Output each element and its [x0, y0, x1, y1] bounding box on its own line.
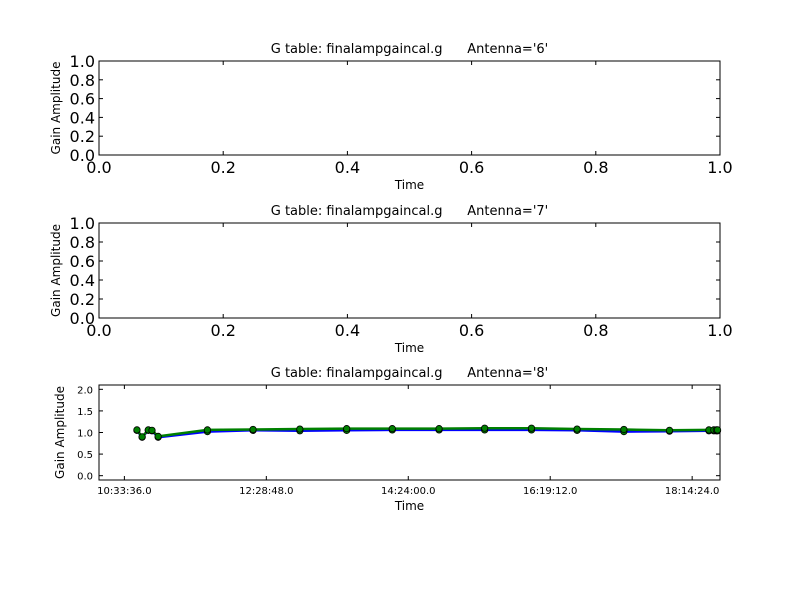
y-tick-label: 0.0 [70, 146, 95, 165]
data-point [203, 426, 212, 434]
y-axis-label: Gain Amplitude [53, 386, 67, 479]
data-point [154, 432, 162, 440]
x-tick-label: 1.0 [707, 158, 732, 177]
data-point [148, 426, 156, 434]
y-tick-label: 0.4 [70, 271, 95, 290]
data-point [435, 425, 443, 433]
data-point [388, 425, 396, 433]
y-tick-label: 2.0 [77, 385, 93, 396]
data-point [665, 426, 674, 434]
x-tick-label: 0.4 [335, 158, 360, 177]
data-point [133, 426, 141, 434]
y-tick-label: 0.2 [70, 290, 95, 309]
data-point [713, 426, 722, 434]
axes-frame-0 [98, 60, 721, 156]
axes-frame-1 [98, 222, 721, 319]
y-axis-label: Gain Amplitude [49, 224, 63, 317]
y-tick-label: 0.4 [70, 108, 95, 127]
y-axis-label: Gain Amplitude [49, 62, 63, 155]
data-point [296, 425, 304, 433]
y-tick-label: 0.5 [77, 450, 93, 461]
x-tick-label: 0.0 [86, 158, 111, 177]
y-tick-label: 0.8 [70, 71, 95, 90]
x-tick-label: 0.6 [459, 158, 484, 177]
data-point [138, 433, 146, 441]
data-point [249, 425, 257, 434]
x-axis-label: Time [394, 499, 424, 513]
x-tick-label: 0.6 [459, 321, 484, 340]
chart-title: G table: finalampgaincal.g Antenna='6' [271, 42, 549, 57]
data-point [481, 424, 489, 432]
y-tick-label: 0.0 [70, 309, 95, 328]
chart-title: G table: finalampgaincal.g Antenna='8' [271, 366, 549, 381]
x-tick-label: 0.8 [583, 321, 608, 340]
data-point [343, 425, 351, 433]
y-tick-label: 1.0 [77, 429, 93, 440]
chart-title: G table: finalampgaincal.g Antenna='7' [271, 204, 549, 219]
y-tick-label: 0.2 [70, 127, 95, 146]
x-tick-label: 0.2 [210, 158, 235, 177]
y-tick-label: 0.6 [70, 252, 95, 271]
y-tick-label: 1.0 [70, 52, 95, 71]
y-tick-label: 0.6 [70, 90, 95, 109]
x-tick-label: 14:24:00.0 [381, 486, 435, 497]
data-point [573, 425, 581, 433]
y-tick-label: 0.0 [77, 472, 93, 483]
x-tick-label: 0.4 [335, 321, 360, 340]
x-tick-label: 1.0 [707, 321, 732, 340]
y-tick-label: 0.8 [70, 233, 95, 252]
x-tick-label: 18:14:24.0 [665, 486, 719, 497]
x-tick-label: 16:19:12.0 [523, 486, 577, 497]
x-axis-label: Time [394, 178, 424, 192]
series-line-0 [135, 428, 718, 439]
y-tick-label: 1.5 [77, 407, 93, 418]
x-tick-label: 0.0 [86, 321, 111, 340]
data-point [527, 424, 536, 432]
x-tick-label: 0.8 [583, 158, 608, 177]
x-tick-label: 12:28:48.0 [239, 486, 293, 497]
x-tick-label: 0.2 [210, 321, 235, 340]
x-axis-label: Time [394, 341, 424, 355]
x-tick-label: 10:33:36.0 [97, 486, 151, 497]
data-point [620, 425, 628, 434]
y-tick-label: 1.0 [70, 214, 95, 233]
